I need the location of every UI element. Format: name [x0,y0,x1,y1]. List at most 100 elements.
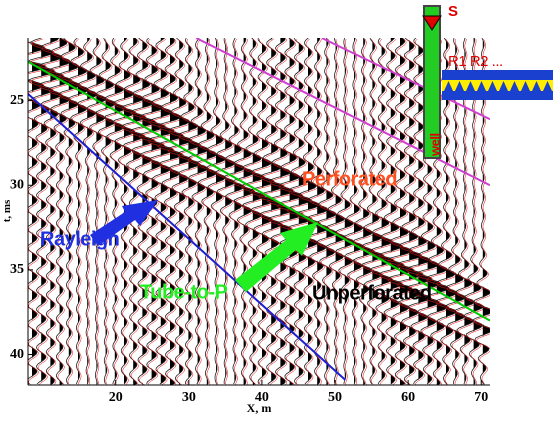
wiggle-fill [206,38,217,385]
y-tick-label: 35 [10,262,24,277]
x-tick-label: 40 [255,390,269,405]
wiggle-model [207,38,228,385]
wiggle-model [216,38,237,385]
wiggle-model [406,38,434,385]
wiggle-line [223,38,246,385]
wiggle-line [67,38,90,385]
wiggle-fill [317,38,329,385]
x-tick-label: 60 [401,390,415,405]
wiggle-line [315,38,338,385]
rayleigh-label: Rayleigh [40,228,119,250]
tube-arrow [235,222,318,292]
receivers-label: R1 R2 ... [448,53,503,70]
wiggle-fill [280,38,295,385]
wiggle-line [240,38,266,385]
wiggle-fill [32,38,46,385]
receiver-strip [442,80,553,91]
wiggle-model [362,38,386,385]
wiggle-line [377,38,405,385]
source-marker [422,15,442,31]
wiggle-model [69,38,91,385]
wiggle-model [105,38,128,385]
wiggle-fill [409,38,424,385]
wiggle-line [28,41,47,385]
wiggle-fill [482,38,490,385]
wiggle-fill [160,38,175,385]
wiggle-line [186,38,209,385]
wiggle-fill [105,38,116,385]
wiggle-model [250,39,277,385]
y-axis-label: t, ms [1,199,13,222]
wiggle-line [294,38,322,385]
well-label: well [427,133,442,157]
wiggle-fill [197,38,209,385]
wiggle-fill [87,38,98,385]
wiggle-fill [354,38,364,385]
wiggle-line [368,38,395,385]
wiggle-line [95,38,117,385]
wiggle-fill [225,38,235,385]
receiver [532,81,541,91]
moveout-line [28,93,346,381]
moveout-line [321,38,490,121]
wiggle-line [248,38,276,385]
wiggle-model [379,38,406,385]
wiggle-line [305,38,330,385]
y-tick-label: 40 [10,347,24,362]
wiggle-model [316,38,339,385]
wiggle-model [97,38,118,385]
wiggle-line [256,38,285,385]
wiggle-fill [455,38,466,385]
source-label: S [448,3,458,20]
wiggle-model [353,38,376,385]
y-tick-label: 25 [10,93,24,108]
wiggle-model [258,38,287,385]
wiggle-line [343,38,365,385]
wiggle-fill [41,38,55,385]
wiggle-fill [188,38,200,385]
wiggle-model [387,38,416,385]
wiggle-model [28,42,48,385]
wiggle-model [242,38,267,385]
receiver [444,81,453,91]
rayleigh-arrow [90,200,158,246]
wiggle-line [215,38,236,385]
wiggle-line [334,38,356,385]
wiggle-model [167,38,194,385]
wiggle-model [326,38,348,385]
receiver [521,81,530,91]
wiggle-line [28,38,56,385]
wiggle-line [57,38,81,385]
wiggle-fill [142,38,156,385]
x-axis-label: X, m [247,401,272,415]
wiggle-model [188,38,211,385]
receiver [543,81,552,91]
wiggle-fill [436,38,449,385]
wiggle-fill [381,38,394,385]
wiggle-model [48,38,74,385]
wiggle-fill [68,38,80,385]
wiggle-model [58,38,82,385]
wiggle-model [148,38,176,385]
wiggle-model [28,38,57,385]
wiggle-fill [400,38,414,385]
receiver [455,81,464,91]
wiggle-fill [372,38,384,385]
wiggle-traces [28,38,490,385]
wiggle-line [404,38,432,385]
wiggle-fill [170,38,184,385]
receiver [499,81,508,91]
wiggle-fill [363,38,374,385]
wiggle-line [146,38,175,385]
moveout-lines [28,38,490,381]
x-tick-label: 30 [182,390,196,405]
unperforated-label: Unperforated [312,282,432,304]
wiggle-model [286,38,314,385]
receiver [488,81,497,91]
wiggle-fill [446,38,457,385]
wiggle-model [225,38,247,385]
receiver [466,81,475,91]
receivers [444,81,552,91]
wiggle-fill [124,38,136,385]
wiggle-line [86,38,107,385]
